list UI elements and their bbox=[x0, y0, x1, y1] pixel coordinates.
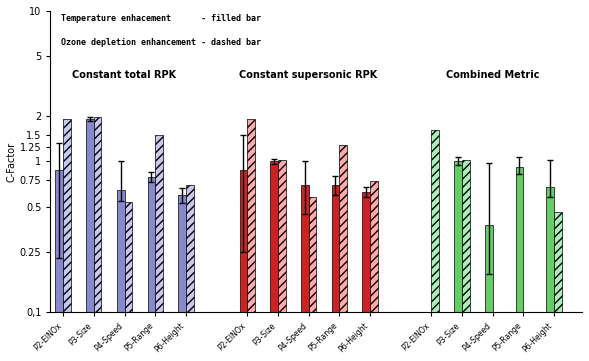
Bar bbox=[63, 119, 71, 361]
Bar bbox=[278, 160, 286, 361]
Bar bbox=[362, 192, 370, 361]
Bar bbox=[186, 185, 194, 361]
Text: Ozone depletion enhancement - dashed bar: Ozone depletion enhancement - dashed bar bbox=[61, 38, 261, 47]
Bar bbox=[240, 170, 247, 361]
Bar bbox=[55, 170, 63, 361]
Bar bbox=[270, 161, 278, 361]
Bar bbox=[332, 185, 339, 361]
Bar bbox=[147, 177, 155, 361]
Text: Temperature enhacement      - filled bar: Temperature enhacement - filled bar bbox=[61, 14, 261, 23]
Bar bbox=[309, 197, 316, 361]
Bar bbox=[546, 187, 554, 361]
Bar bbox=[370, 181, 378, 361]
Bar bbox=[301, 185, 309, 361]
Bar bbox=[485, 225, 492, 361]
Text: Constant total RPK: Constant total RPK bbox=[72, 70, 177, 79]
Bar bbox=[339, 145, 347, 361]
Bar bbox=[155, 135, 163, 361]
Bar bbox=[247, 119, 255, 361]
Bar bbox=[431, 130, 439, 361]
Y-axis label: C-Factor: C-Factor bbox=[7, 142, 17, 182]
Bar bbox=[462, 160, 469, 361]
Bar bbox=[554, 212, 561, 361]
Bar bbox=[178, 195, 186, 361]
Bar bbox=[86, 119, 94, 361]
Bar bbox=[454, 161, 462, 361]
Bar bbox=[117, 190, 124, 361]
Text: Constant supersonic RPK: Constant supersonic RPK bbox=[239, 70, 378, 79]
Bar bbox=[515, 167, 523, 361]
Text: Combined Metric: Combined Metric bbox=[446, 70, 540, 79]
Bar bbox=[124, 202, 132, 361]
Bar bbox=[94, 117, 101, 361]
